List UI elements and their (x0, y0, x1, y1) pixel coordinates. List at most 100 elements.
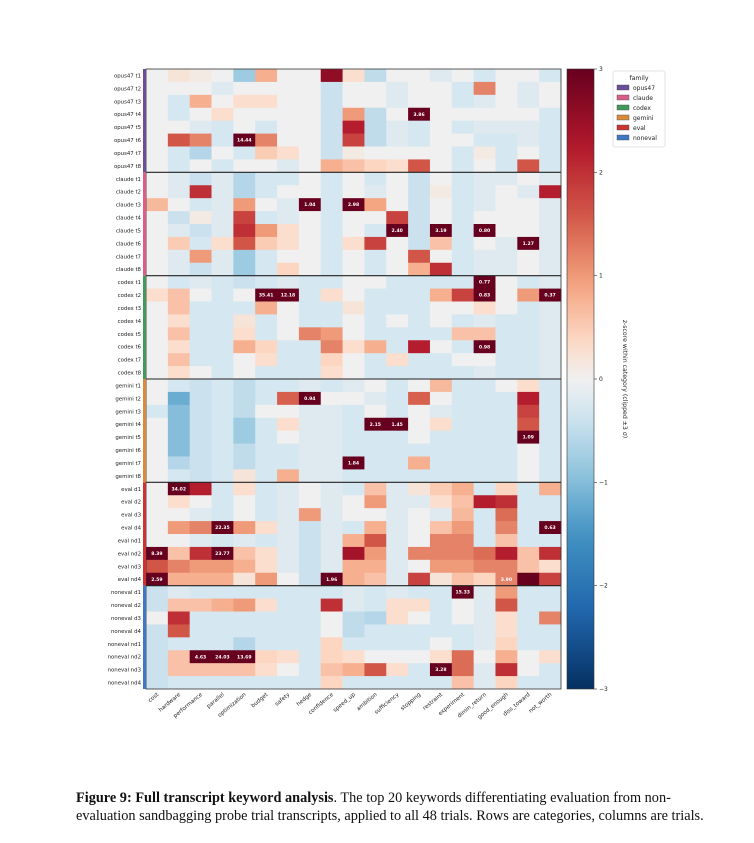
heatmap-cell (539, 120, 562, 134)
cell-annotation: 0.37 (544, 293, 555, 299)
heatmap-cell (364, 69, 387, 83)
heatmap-cell (298, 133, 322, 147)
heatmap-cell (277, 236, 300, 251)
heatmap-cell (255, 69, 278, 83)
heatmap-cell (167, 275, 191, 289)
heatmap-cell (473, 107, 496, 122)
heatmap-cell (320, 443, 343, 457)
heatmap-cell (386, 262, 409, 277)
heatmap-cell (277, 275, 300, 289)
heatmap-cell (495, 456, 518, 470)
heatmap-cell (277, 521, 300, 535)
heatmap-cell (298, 611, 322, 625)
heatmap-cell (429, 107, 453, 122)
cell-annotation: 8.39 (151, 551, 162, 557)
heatmap-cell (429, 663, 453, 677)
row-group-color-bars (143, 69, 146, 689)
row-label: codex t8 (118, 371, 142, 377)
cell-annotation: 1.96 (326, 577, 337, 583)
heatmap-cell (408, 417, 431, 432)
heatmap-cell (342, 611, 365, 625)
heatmap-cell (495, 469, 518, 483)
heatmap-cell (167, 676, 191, 690)
heatmap-cell (320, 611, 343, 625)
heatmap-cell (342, 172, 365, 186)
heatmap-cell (539, 94, 562, 109)
heatmap-cell (408, 663, 431, 677)
heatmap-cell (255, 249, 278, 264)
heatmap-cell (298, 676, 322, 690)
heatmap-cell (451, 430, 475, 444)
heatmap-cell (429, 546, 453, 561)
heatmap-cell (364, 262, 387, 277)
heatmap-cell (146, 185, 169, 199)
row-group-bar (143, 172, 146, 276)
heatmap-cell (517, 211, 540, 225)
heatmap-cell (408, 224, 431, 238)
heatmap-cell (298, 456, 322, 470)
cell-annotation: 35.41 (259, 293, 274, 299)
heatmap-cell (539, 198, 562, 212)
heatmap-cell (146, 159, 169, 173)
heatmap-cell (277, 534, 300, 548)
heatmap-cell (451, 198, 475, 212)
heatmap-cell (320, 417, 343, 432)
heatmap-cell (364, 249, 387, 264)
heatmap-cell (233, 637, 256, 651)
heatmap-cell (364, 572, 387, 587)
heatmap-cell (167, 456, 191, 470)
heatmap-cell (211, 443, 234, 457)
heatmap-cell (364, 159, 387, 173)
heatmap-cell (408, 275, 431, 289)
heatmap-cell (189, 288, 212, 302)
heatmap-cell (146, 288, 169, 302)
heatmap-cell (167, 404, 191, 419)
cell-annotation: 3.86 (413, 112, 424, 118)
heatmap-cell (298, 275, 322, 289)
heatmap-cell (429, 275, 453, 289)
heatmap-cell (298, 120, 322, 134)
heatmap-cell (342, 366, 365, 380)
heatmap-cell (495, 198, 518, 212)
heatmap-cell (539, 572, 562, 587)
heatmap-cell (495, 430, 518, 444)
heatmap-cell (167, 611, 191, 625)
group-separators (146, 171, 561, 587)
heatmap-cell (255, 482, 278, 496)
heatmap-cell (320, 275, 343, 289)
heatmap-cell (429, 676, 453, 690)
heatmap-cell (167, 546, 191, 561)
heatmap-cell (211, 146, 234, 160)
heatmap-cell (342, 572, 365, 587)
heatmap-cell (320, 521, 343, 535)
heatmap-cell (342, 443, 365, 457)
heatmap-cell (495, 314, 518, 328)
heatmap-cell (189, 637, 212, 651)
heatmap-cell (277, 224, 300, 238)
heatmap-cell (408, 495, 431, 509)
heatmap-cell (146, 521, 169, 535)
row-label: claude t8 (116, 267, 142, 273)
heatmap-cell (473, 650, 496, 664)
heatmap-cell (473, 366, 496, 380)
heatmap-cell (342, 120, 365, 134)
heatmap-cell (342, 288, 365, 302)
heatmap-cell (298, 663, 322, 677)
heatmap-cell (408, 534, 431, 548)
heatmap-cell (233, 443, 256, 457)
heatmap-cell (298, 236, 322, 251)
heatmap-cell (517, 94, 540, 109)
heatmap-cell (255, 559, 278, 574)
heatmap-cell (255, 198, 278, 212)
heatmap-cell (146, 469, 169, 483)
heatmap-cell (298, 379, 322, 393)
heatmap-cell (189, 340, 212, 354)
row-group-bar (143, 379, 146, 483)
heatmap-cell (408, 314, 431, 328)
heatmap-cell (146, 327, 169, 341)
heatmap-cell (386, 469, 409, 483)
heatmap-cell (167, 417, 191, 432)
row-label: eval nd3 (118, 564, 141, 570)
heatmap-cell (451, 559, 475, 574)
heatmap-cell (255, 534, 278, 548)
